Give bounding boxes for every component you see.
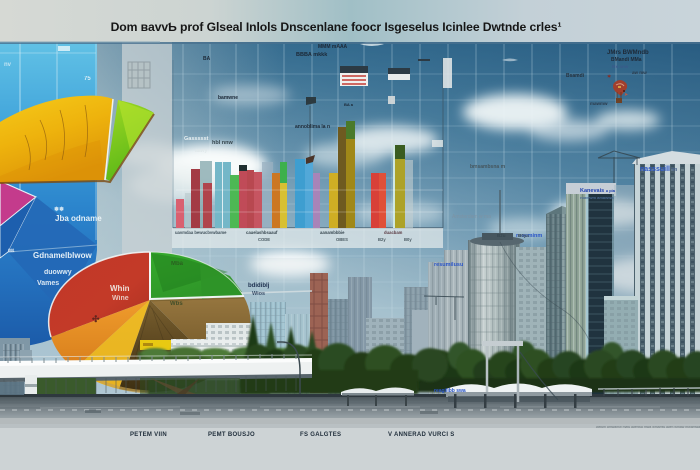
svg-text:PEMT BOUSJO: PEMT BOUSJO (208, 432, 255, 438)
svg-text:Bsamdi: Bsamdi (566, 73, 585, 79)
svg-text:BA a: BA a (344, 102, 354, 107)
svg-text:resuminm: resuminm (516, 233, 542, 239)
svg-text:BBBA mkkk: BBBA mkkk (296, 52, 328, 58)
svg-text:bmsambsna m: bmsambsna m (470, 164, 506, 170)
svg-text:CODE: CODE (258, 237, 270, 242)
svg-text:Dom ʙavvƄ prof Glseal Inlols D: Dom ʙavvƄ prof Glseal Inlols Dnscenlane … (111, 20, 562, 34)
svg-text:✶: ✶ (607, 74, 611, 80)
svg-text:bamwne: bamwne (218, 95, 238, 101)
svg-text:bdidiblj: bdidiblj (248, 283, 270, 289)
svg-text:hbl nnw: hbl nnw (212, 140, 233, 146)
svg-text:duowwy: duowwy (44, 269, 72, 276)
svg-text:B0ya: B0ya (518, 233, 529, 238)
svg-text:Wbs: Wbs (170, 301, 183, 307)
svg-text:ruawwm amawwa: ruawwm amawwa (580, 195, 614, 200)
svg-text:✣: ✣ (92, 314, 100, 324)
svg-text:BA: BA (203, 56, 211, 62)
svg-text:BMandi MMa: BMandi MMa (611, 57, 642, 63)
svg-text:nasssuill im: nasssuill im (640, 166, 678, 173)
svg-text:B2y: B2y (378, 237, 386, 242)
svg-text:V ANNERAD VURCI S: V ANNERAD VURCI S (388, 432, 455, 438)
svg-text:reagilibb swa: reagilibb swa (434, 388, 466, 394)
svg-text:mawmw: mawmw (590, 101, 608, 106)
svg-text:Vames: Vames (37, 280, 59, 287)
svg-text:aw mw: aw mw (632, 70, 647, 75)
svg-text:FS GALGTES: FS GALGTES (300, 432, 341, 438)
svg-text:Wine: Wine (112, 295, 129, 302)
svg-text:75: 75 (84, 76, 91, 82)
svg-text:OBES: OBES (336, 237, 348, 242)
svg-text:Kanevais u pia: Kanevais u pia (580, 188, 616, 194)
svg-text:Wios: Wios (252, 291, 265, 297)
svg-text:wawm amwamw maw awmwa mwa wmam: wawm amwamw maw awmwa mwa wmamw awm wmaw… (596, 425, 700, 429)
svg-text:annoblima la n: annoblima la n (295, 124, 330, 130)
svg-text:Gassssst: Gassssst (184, 136, 209, 142)
svg-text:➤: ➤ (624, 92, 628, 98)
svg-text:aanambbbie: aanambbbie (320, 230, 345, 235)
svg-text:⅏: ⅏ (7, 248, 15, 254)
svg-text:Whin: Whin (110, 284, 130, 293)
svg-text:Ms anw: Ms anw (612, 64, 629, 69)
svg-text:Gdnamelblwow: Gdnamelblwow (33, 251, 92, 260)
svg-text:MMM mAAA: MMM mAAA (318, 44, 348, 50)
svg-text:JMrs BWMndb: JMrs BWMndb (607, 50, 649, 56)
svg-text:❅❅: ❅❅ (54, 206, 64, 213)
svg-text:Mba: Mba (171, 261, 184, 267)
svg-text:cauelashbsaauf: cauelashbsaauf (246, 230, 278, 235)
svg-text:aawy: aawy (195, 148, 207, 154)
svg-text:resumilusu: resumilusu (434, 262, 463, 268)
svg-text:B2u: B2u (497, 233, 506, 238)
svg-text:PETEM VIIN: PETEM VIIN (130, 432, 167, 438)
svg-text:Jba odname: Jba odname (55, 214, 102, 223)
svg-text:duacbam: duacbam (384, 230, 403, 235)
svg-text:B0y: B0y (404, 237, 412, 242)
svg-text:nv: nv (4, 62, 12, 68)
svg-text:uavmdaa bewucbvwbame: uavmdaa bewucbvwbame (175, 230, 227, 235)
svg-text:Amsterdam w ma: Amsterdam w ma (452, 214, 491, 220)
